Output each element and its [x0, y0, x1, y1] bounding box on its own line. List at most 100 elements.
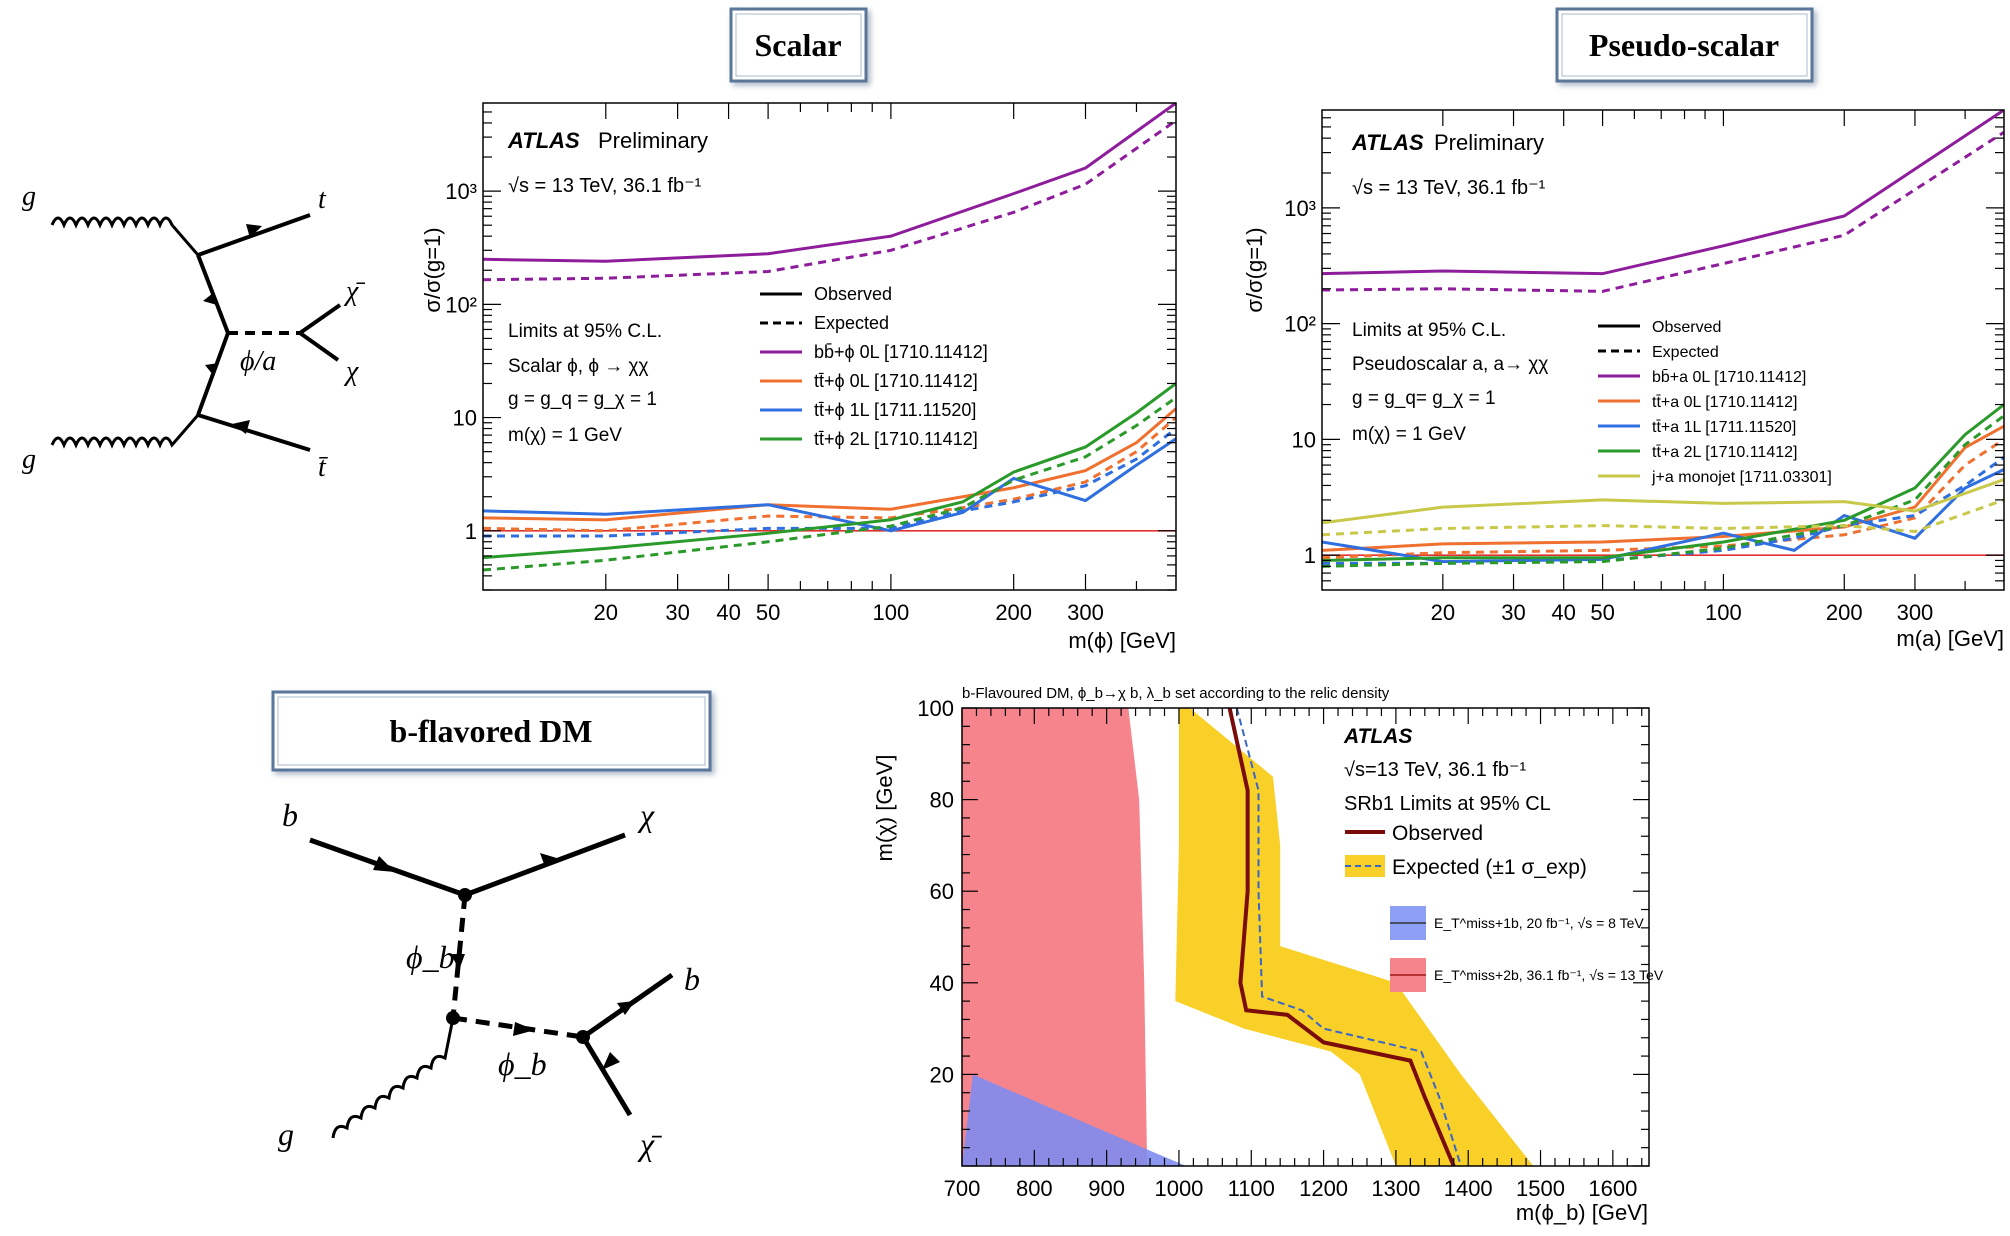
scalar-ytick-label: 10²: [445, 292, 477, 317]
scalar-ytick-label: 10³: [445, 179, 477, 204]
bflav-expected-band: [1175, 708, 1534, 1166]
scalar-series-2-observed: [483, 437, 1176, 533]
scalar-xtick-label: 50: [756, 600, 780, 625]
scalar-xtick-label: 100: [873, 600, 910, 625]
scalar-preliminary-label: Preliminary: [598, 128, 708, 153]
pseudo-xtick-label: 40: [1551, 600, 1575, 625]
pseudo-series-2-observed: [1322, 468, 2004, 564]
gluon-line-lower: [50, 414, 200, 449]
scalar-legend: Observed Expected bb̄+ϕ 0L [1710.11412] tt̄…: [760, 284, 988, 449]
bflav-legend-13tev-label: E_T^miss+2b, 36.1 fb⁻¹, √s = 13 TeV: [1434, 967, 1664, 983]
label-tbar: t̄: [318, 452, 328, 483]
bflav-legend-observed-label: Observed: [1392, 822, 1483, 845]
scalar-series-0-observed: [483, 103, 1176, 263]
scalar-ticks: 20 30 40 50 100 200 300 1 10 10² 10³: [445, 103, 1176, 625]
bflav-xtick-label: 700: [944, 1176, 981, 1201]
bflav-legend-8tev-label: E_T^miss+1b, 20 fb⁻¹, √s = 8 TeV: [1434, 915, 1644, 931]
phib-vertical-dashed: [450, 894, 468, 1019]
pseudo-series-4-expected: [1322, 498, 2004, 537]
scalar-info-1: Scalar ϕ, ϕ → χχ: [508, 356, 649, 377]
pseudo-legend-label: bb̄+a 0L [1710.11412]: [1652, 369, 1806, 386]
pseudo-limit-chart: 20 30 40 50 100 200 300 1 10 10² 10³ ATLAS Prelimi…: [1242, 109, 2005, 651]
label-g-upper: g: [22, 181, 36, 212]
label-phib-horizontal: ϕ_b: [498, 1046, 547, 1082]
scalar-legend-label: bb̄+ϕ 0L [1710.11412]: [814, 342, 988, 362]
pseudo-legend-label: tt̄+a 0L [1710.11412]: [1652, 394, 1797, 411]
pseudo-marks: [1322, 110, 2004, 568]
label-b-in: b: [282, 797, 298, 833]
vertex-right: [576, 1030, 590, 1044]
gluon-line-upper: [50, 216, 200, 256]
bflav-expected-line: [1235, 708, 1462, 1166]
pseudo-ticks: 20 30 40 50 100 200 300 1 10 10² 10³: [1284, 110, 2004, 625]
quark-arrow-upper: [203, 293, 217, 305]
pseudo-plot-frame: [1321, 109, 2005, 591]
pseudo-info-2: g = g_q= g_χ = 1: [1352, 388, 1496, 409]
pseudo-legend-label: Observed: [1652, 319, 1721, 336]
vertex-top: [458, 888, 472, 902]
scalar-series-3-observed: [483, 382, 1176, 560]
feynman-labels-top: g g t t̄ χ̄ χ ϕ/a: [22, 181, 365, 483]
scalar-xtick-label: 40: [716, 600, 740, 625]
b-out-arrow: [617, 1001, 635, 1015]
bflav-info-label: SRb1 Limits at 95% CL: [1344, 793, 1551, 815]
scalar-series-0-expected: [483, 119, 1176, 282]
pseudo-xtick-label: 50: [1590, 600, 1614, 625]
bflav-xlabel: m(ϕ_b) [GeV]: [1516, 1200, 1648, 1225]
pseudo-legend-label: Expected: [1652, 344, 1719, 361]
b-in-arrow: [373, 856, 395, 872]
scalar-legend-label: tt̄+ϕ 1L [1711.11520]: [814, 400, 976, 420]
scalar-plot-frame: [482, 102, 1177, 591]
scalar-atlas-label: ATLAS: [507, 128, 580, 153]
bflav-ytick-label: 60: [930, 879, 954, 904]
phib-vertical-arrow: [451, 954, 465, 970]
bflav-xtick-label: 1300: [1371, 1176, 1420, 1201]
gluon-line-bottom: [331, 1017, 455, 1139]
bflav-xtick-label: 900: [1088, 1176, 1125, 1201]
scalar-energy-label: √s = 13 TeV, 36.1 fb⁻¹: [508, 175, 702, 197]
bflavored-title: b-flavored DM: [390, 713, 593, 749]
pseudo-series-3-observed: [1322, 403, 2004, 562]
label-chibar: χ̄: [343, 276, 365, 307]
label-g-bottom: g: [278, 1116, 294, 1152]
scalar-xtick-label: 30: [665, 600, 689, 625]
bflav-xtick-label: 1600: [1588, 1176, 1637, 1201]
pseudo-xtick-label: 100: [1705, 600, 1742, 625]
scalar-info-2: g = g_q = g_χ = 1: [508, 389, 657, 410]
label-chi: χ: [343, 356, 359, 387]
label-chi-out: χ: [637, 797, 655, 833]
bflavored-limit-chart: b-Flavoured DM, ϕ_b→χ b, λ_b set accordi…: [872, 685, 1664, 1225]
bflav-xtick-label: 1100: [1228, 1176, 1275, 1201]
label-t: t: [318, 184, 327, 215]
scalar-title: Scalar: [754, 27, 841, 63]
bflav-energy-label: √s=13 TeV, 36.1 fb⁻¹: [1344, 759, 1527, 781]
bflav-atlas-label: ATLAS: [1343, 725, 1412, 748]
label-phib-vertical: ϕ_b: [406, 939, 455, 975]
label-b-out: b: [684, 961, 700, 997]
pseudo-preliminary-label: Preliminary: [1434, 130, 1544, 155]
bflav-ylabel: m(χ) [GeV]: [872, 755, 897, 862]
pseudo-xlabel: m(a) [GeV]: [1896, 626, 2004, 651]
scalar-title-box: Scalar: [729, 7, 868, 83]
pseudo-legend-label: tt̄+a 2L [1710.11412]: [1652, 444, 1797, 461]
pseudo-title-box: Pseudo-scalar: [1555, 7, 1814, 83]
top-arrow: [246, 224, 262, 238]
scalar-legend-label: Expected: [814, 313, 889, 333]
bflav-observed-line: [1227, 708, 1456, 1166]
pseudo-ytick-label: 10²: [1284, 312, 1316, 337]
bflav-xtick-label: 1000: [1154, 1176, 1203, 1201]
pseudo-series-0-observed: [1322, 110, 2004, 276]
bflav-ticks: 700 800 900 1000 1100 1200 1300 1400 1500 1600 20 4…: [917, 696, 1649, 1201]
label-chibar-out: χ̄: [637, 1126, 662, 1162]
pseudo-series-0-expected: [1322, 130, 2004, 293]
quark-arrow-lower: [205, 363, 219, 375]
pseudo-atlas-label: ATLAS: [1351, 130, 1424, 155]
scalar-legend-label: Observed: [814, 284, 892, 304]
scalar-xtick-label: 200: [995, 600, 1032, 625]
pseudo-info-3: m(χ) = 1 GeV: [1352, 424, 1466, 445]
pseudo-xtick-label: 300: [1897, 600, 1934, 625]
bflav-red-exclusion: [962, 708, 1148, 1166]
bflav-plot-frame: [961, 707, 1650, 1167]
pseudo-legend: Observed Expected bb̄+a 0L [1710.11412] tt̄…: [1598, 319, 1832, 486]
